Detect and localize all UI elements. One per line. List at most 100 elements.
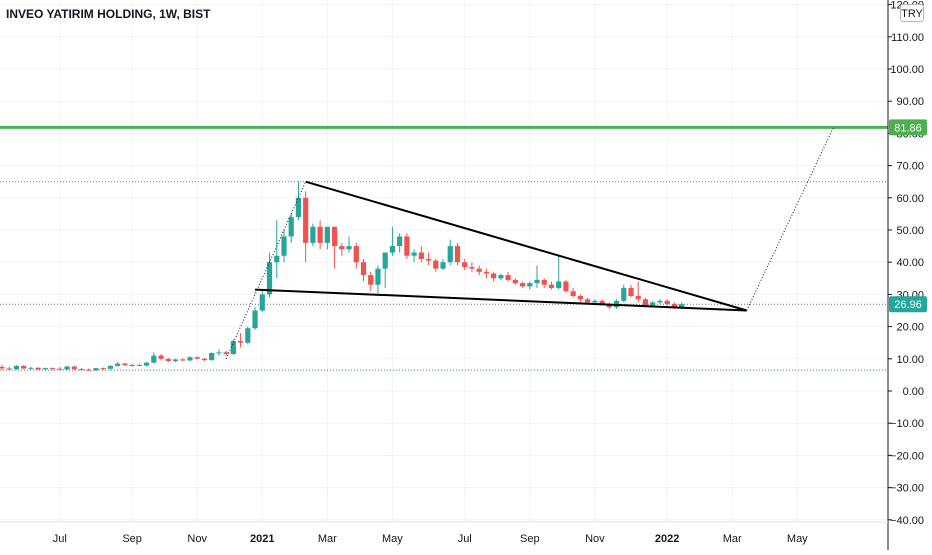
candle-body[interactable]: [158, 355, 164, 359]
candle-body[interactable]: [447, 246, 453, 263]
candle-body[interactable]: [664, 300, 670, 305]
candle-body[interactable]: [28, 367, 34, 369]
projection-target-line[interactable]: [746, 127, 834, 311]
candle-body[interactable]: [476, 268, 482, 272]
candle-body[interactable]: [0, 366, 5, 369]
candle-body[interactable]: [64, 366, 70, 370]
candle-body[interactable]: [266, 262, 273, 295]
candle-body[interactable]: [86, 369, 92, 371]
candle-body[interactable]: [339, 246, 345, 250]
candle-body[interactable]: [548, 284, 555, 288]
candle-body[interactable]: [78, 369, 85, 371]
candle-body[interactable]: [606, 304, 612, 308]
candle-body[interactable]: [635, 296, 641, 300]
candle-body[interactable]: [346, 246, 352, 250]
candle-body[interactable]: [165, 358, 171, 362]
candle-body[interactable]: [650, 302, 656, 306]
candle-body[interactable]: [310, 226, 316, 243]
candle-body[interactable]: [180, 359, 186, 361]
candle-body[interactable]: [527, 283, 533, 287]
candle-body[interactable]: [353, 246, 359, 263]
time-axis[interactable]: Jul Sep Nov 2021 Mar May Jul Sep Nov 2022 Mar May: [0, 521, 888, 545]
candle-body[interactable]: [115, 363, 121, 366]
candle-body[interactable]: [621, 287, 627, 301]
candle-body[interactable]: [425, 258, 432, 261]
candle-body[interactable]: [556, 281, 562, 288]
candle-body[interactable]: [679, 304, 685, 308]
candle-body[interactable]: [71, 366, 77, 370]
candle-body[interactable]: [129, 364, 135, 366]
candle-body[interactable]: [100, 368, 106, 370]
candle-body[interactable]: [440, 262, 446, 269]
candle-body[interactable]: [498, 275, 504, 279]
candle-body[interactable]: [534, 279, 540, 284]
candle-body[interactable]: [483, 271, 490, 274]
candle-body[interactable]: [469, 267, 475, 269]
candle-body[interactable]: [303, 197, 309, 243]
candle-body[interactable]: [295, 197, 302, 218]
candle-body[interactable]: [324, 226, 330, 243]
candle-body[interactable]: [585, 299, 591, 303]
candle-body[interactable]: [570, 291, 576, 297]
candle-body[interactable]: [599, 300, 605, 305]
currency-button[interactable]: TRY: [900, 4, 924, 22]
wedge-lower-trendline[interactable]: [255, 288, 747, 312]
candle-body[interactable]: [42, 368, 48, 370]
candle-body[interactable]: [375, 268, 381, 285]
candle-body[interactable]: [237, 341, 244, 343]
candle-body[interactable]: [541, 279, 547, 285]
candle-body[interactable]: [411, 252, 417, 256]
candle-body[interactable]: [136, 364, 142, 366]
candle-body[interactable]: [317, 226, 323, 243]
projection-rise-line[interactable]: [225, 181, 307, 360]
candle-body[interactable]: [201, 358, 208, 361]
candle-body[interactable]: [209, 353, 215, 361]
candle-body[interactable]: [144, 362, 150, 366]
candle-body[interactable]: [389, 246, 396, 253]
candle-body[interactable]: [151, 355, 157, 363]
candle-body[interactable]: [93, 368, 99, 371]
candle-body[interactable]: [6, 368, 12, 370]
candle-body[interactable]: [274, 255, 280, 263]
candle-body[interactable]: [454, 246, 461, 263]
candle-body[interactable]: [331, 226, 338, 247]
candle-body[interactable]: [505, 275, 511, 280]
candle-body[interactable]: [172, 359, 179, 362]
candle-body[interactable]: [404, 236, 410, 256]
candle-body[interactable]: [397, 236, 403, 247]
candle-body[interactable]: [230, 341, 236, 354]
candle-body[interactable]: [187, 357, 193, 361]
candle-body[interactable]: [21, 365, 27, 369]
candle-body[interactable]: [252, 310, 258, 329]
candle-body[interactable]: [13, 365, 20, 370]
candle-body[interactable]: [628, 287, 634, 297]
candle-body[interactable]: [194, 357, 200, 359]
candle-body[interactable]: [288, 217, 294, 237]
candles[interactable]: [0, 181, 685, 372]
wedge-upper-trendline[interactable]: [305, 180, 747, 312]
candle-body[interactable]: [577, 296, 583, 300]
candle-body[interactable]: [642, 299, 649, 306]
candle-body[interactable]: [592, 300, 598, 303]
candle-body[interactable]: [491, 273, 497, 279]
drawings[interactable]: [225, 127, 834, 360]
candle-body[interactable]: [107, 365, 114, 369]
price-axis[interactable]: 120.00110.00100.0090.0080.0070.0060.0050…: [887, 0, 924, 550]
candle-body[interactable]: [657, 300, 663, 303]
candle-body[interactable]: [433, 260, 439, 269]
candle-body[interactable]: [382, 252, 388, 269]
candle-body[interactable]: [122, 363, 128, 366]
candle-body[interactable]: [259, 294, 265, 311]
candle-body[interactable]: [462, 262, 468, 268]
candle-body[interactable]: [223, 352, 229, 354]
candle-body[interactable]: [50, 368, 56, 370]
candle-body[interactable]: [671, 304, 677, 308]
candle-body[interactable]: [563, 281, 569, 292]
candle-body[interactable]: [360, 262, 367, 276]
candle-body[interactable]: [245, 328, 251, 343]
candle-body[interactable]: [57, 368, 63, 370]
candle-body[interactable]: [281, 236, 287, 256]
candle-body[interactable]: [216, 352, 222, 354]
